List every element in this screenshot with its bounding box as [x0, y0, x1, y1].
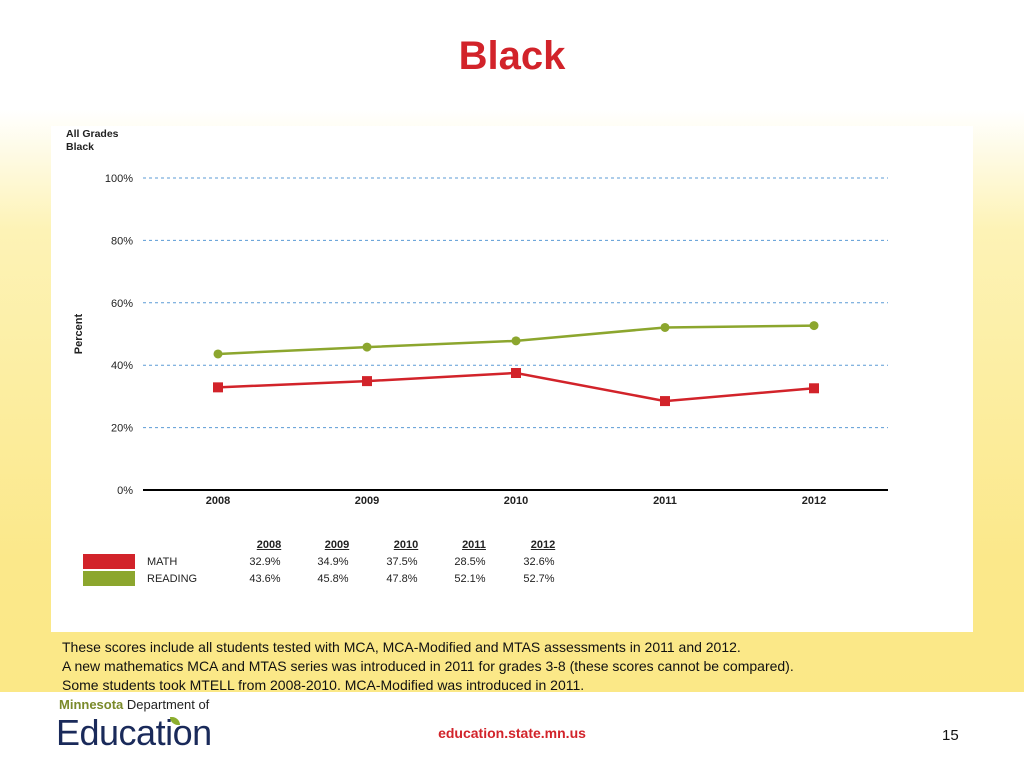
- reading-value-2009: 45.8%: [317, 573, 349, 585]
- y-tick-label-100: 100%: [105, 173, 133, 185]
- chart-title: All Grades: [66, 128, 119, 140]
- reading-value-2010: 47.8%: [386, 573, 418, 585]
- reading-point-2009: [362, 342, 372, 352]
- footnote-line-2: A new mathematics MCA and MTAS series wa…: [62, 658, 794, 674]
- math-point-2012: [809, 383, 819, 394]
- chart-subtitle: Black: [66, 141, 95, 153]
- mde-logo-caption: Minnesota Department of: [59, 697, 209, 712]
- math-value-2012: 32.6%: [523, 556, 555, 568]
- y-tick-label-0: 0%: [117, 485, 133, 497]
- reading-value-2011: 52.1%: [454, 573, 486, 585]
- math-value-2011: 28.5%: [454, 556, 486, 568]
- math-point-2009: [362, 376, 372, 387]
- chart-panel: All Grades Black 0% 20% 40% 60% 80% 100% Perce…: [51, 126, 973, 632]
- logo-state: Minnesota: [59, 697, 124, 712]
- reading-legend-label: READING: [147, 573, 198, 585]
- table-year-2009: 2009: [324, 539, 350, 551]
- x-tick-label-2010: 2010: [504, 495, 528, 507]
- footnotes: These scores include all students tested…: [62, 638, 962, 695]
- math-legend-swatch: [83, 554, 135, 569]
- reading-value-2008: 43.6%: [249, 573, 281, 585]
- y-tick-label-20: 20%: [111, 423, 133, 435]
- math-value-2008: 32.9%: [249, 556, 281, 568]
- table-year-2012: 2012: [530, 539, 556, 551]
- line-chart: 0% 20% 40% 60% 80% 100% Percent 2008 2009 2010 201…: [73, 173, 888, 507]
- math-point-2010: [511, 368, 521, 378]
- x-tick-label-2009: 2009: [355, 495, 379, 507]
- footnote-line-1: These scores include all students tested…: [62, 639, 741, 655]
- math-point-2011: [660, 396, 670, 407]
- math-legend-label: MATH: [147, 556, 178, 568]
- math-value-2009: 34.9%: [317, 556, 349, 568]
- x-tick-label-2012: 2012: [802, 495, 826, 507]
- y-tick-label-40: 40%: [111, 360, 133, 372]
- table-year-2011: 2011: [462, 539, 486, 551]
- chart-header: All Grades Black: [66, 128, 119, 154]
- footnote-line-3: Some students took MTELL from 2008-2010.…: [62, 677, 585, 693]
- y-tick-label-60: 60%: [111, 298, 133, 310]
- logo-leaf-icon: [170, 717, 180, 725]
- y-axis-label: Percent: [73, 313, 85, 354]
- mde-logo-wordmark: Education: [56, 712, 212, 753]
- logo-dept: Department of: [126, 697, 210, 712]
- reading-point-2008: [213, 349, 223, 359]
- slide-title: Black: [458, 34, 566, 78]
- footer-url[interactable]: education.state.mn.us: [438, 725, 586, 741]
- math-value-2010: 37.5%: [386, 556, 418, 568]
- x-tick-label-2011: 2011: [653, 495, 677, 507]
- x-tick-label-2008: 2008: [206, 495, 230, 507]
- reading-point-2012: [809, 321, 819, 331]
- reading-point-2010: [511, 336, 521, 346]
- reading-point-2011: [660, 322, 670, 332]
- table-year-2010: 2010: [393, 539, 419, 551]
- math-point-2008: [213, 382, 223, 393]
- reading-value-2012: 52.7%: [523, 573, 555, 585]
- reading-legend-swatch: [83, 571, 135, 586]
- table-year-2008: 2008: [256, 539, 282, 551]
- page-number: 15: [942, 727, 959, 744]
- y-tick-label-80: 80%: [111, 235, 133, 247]
